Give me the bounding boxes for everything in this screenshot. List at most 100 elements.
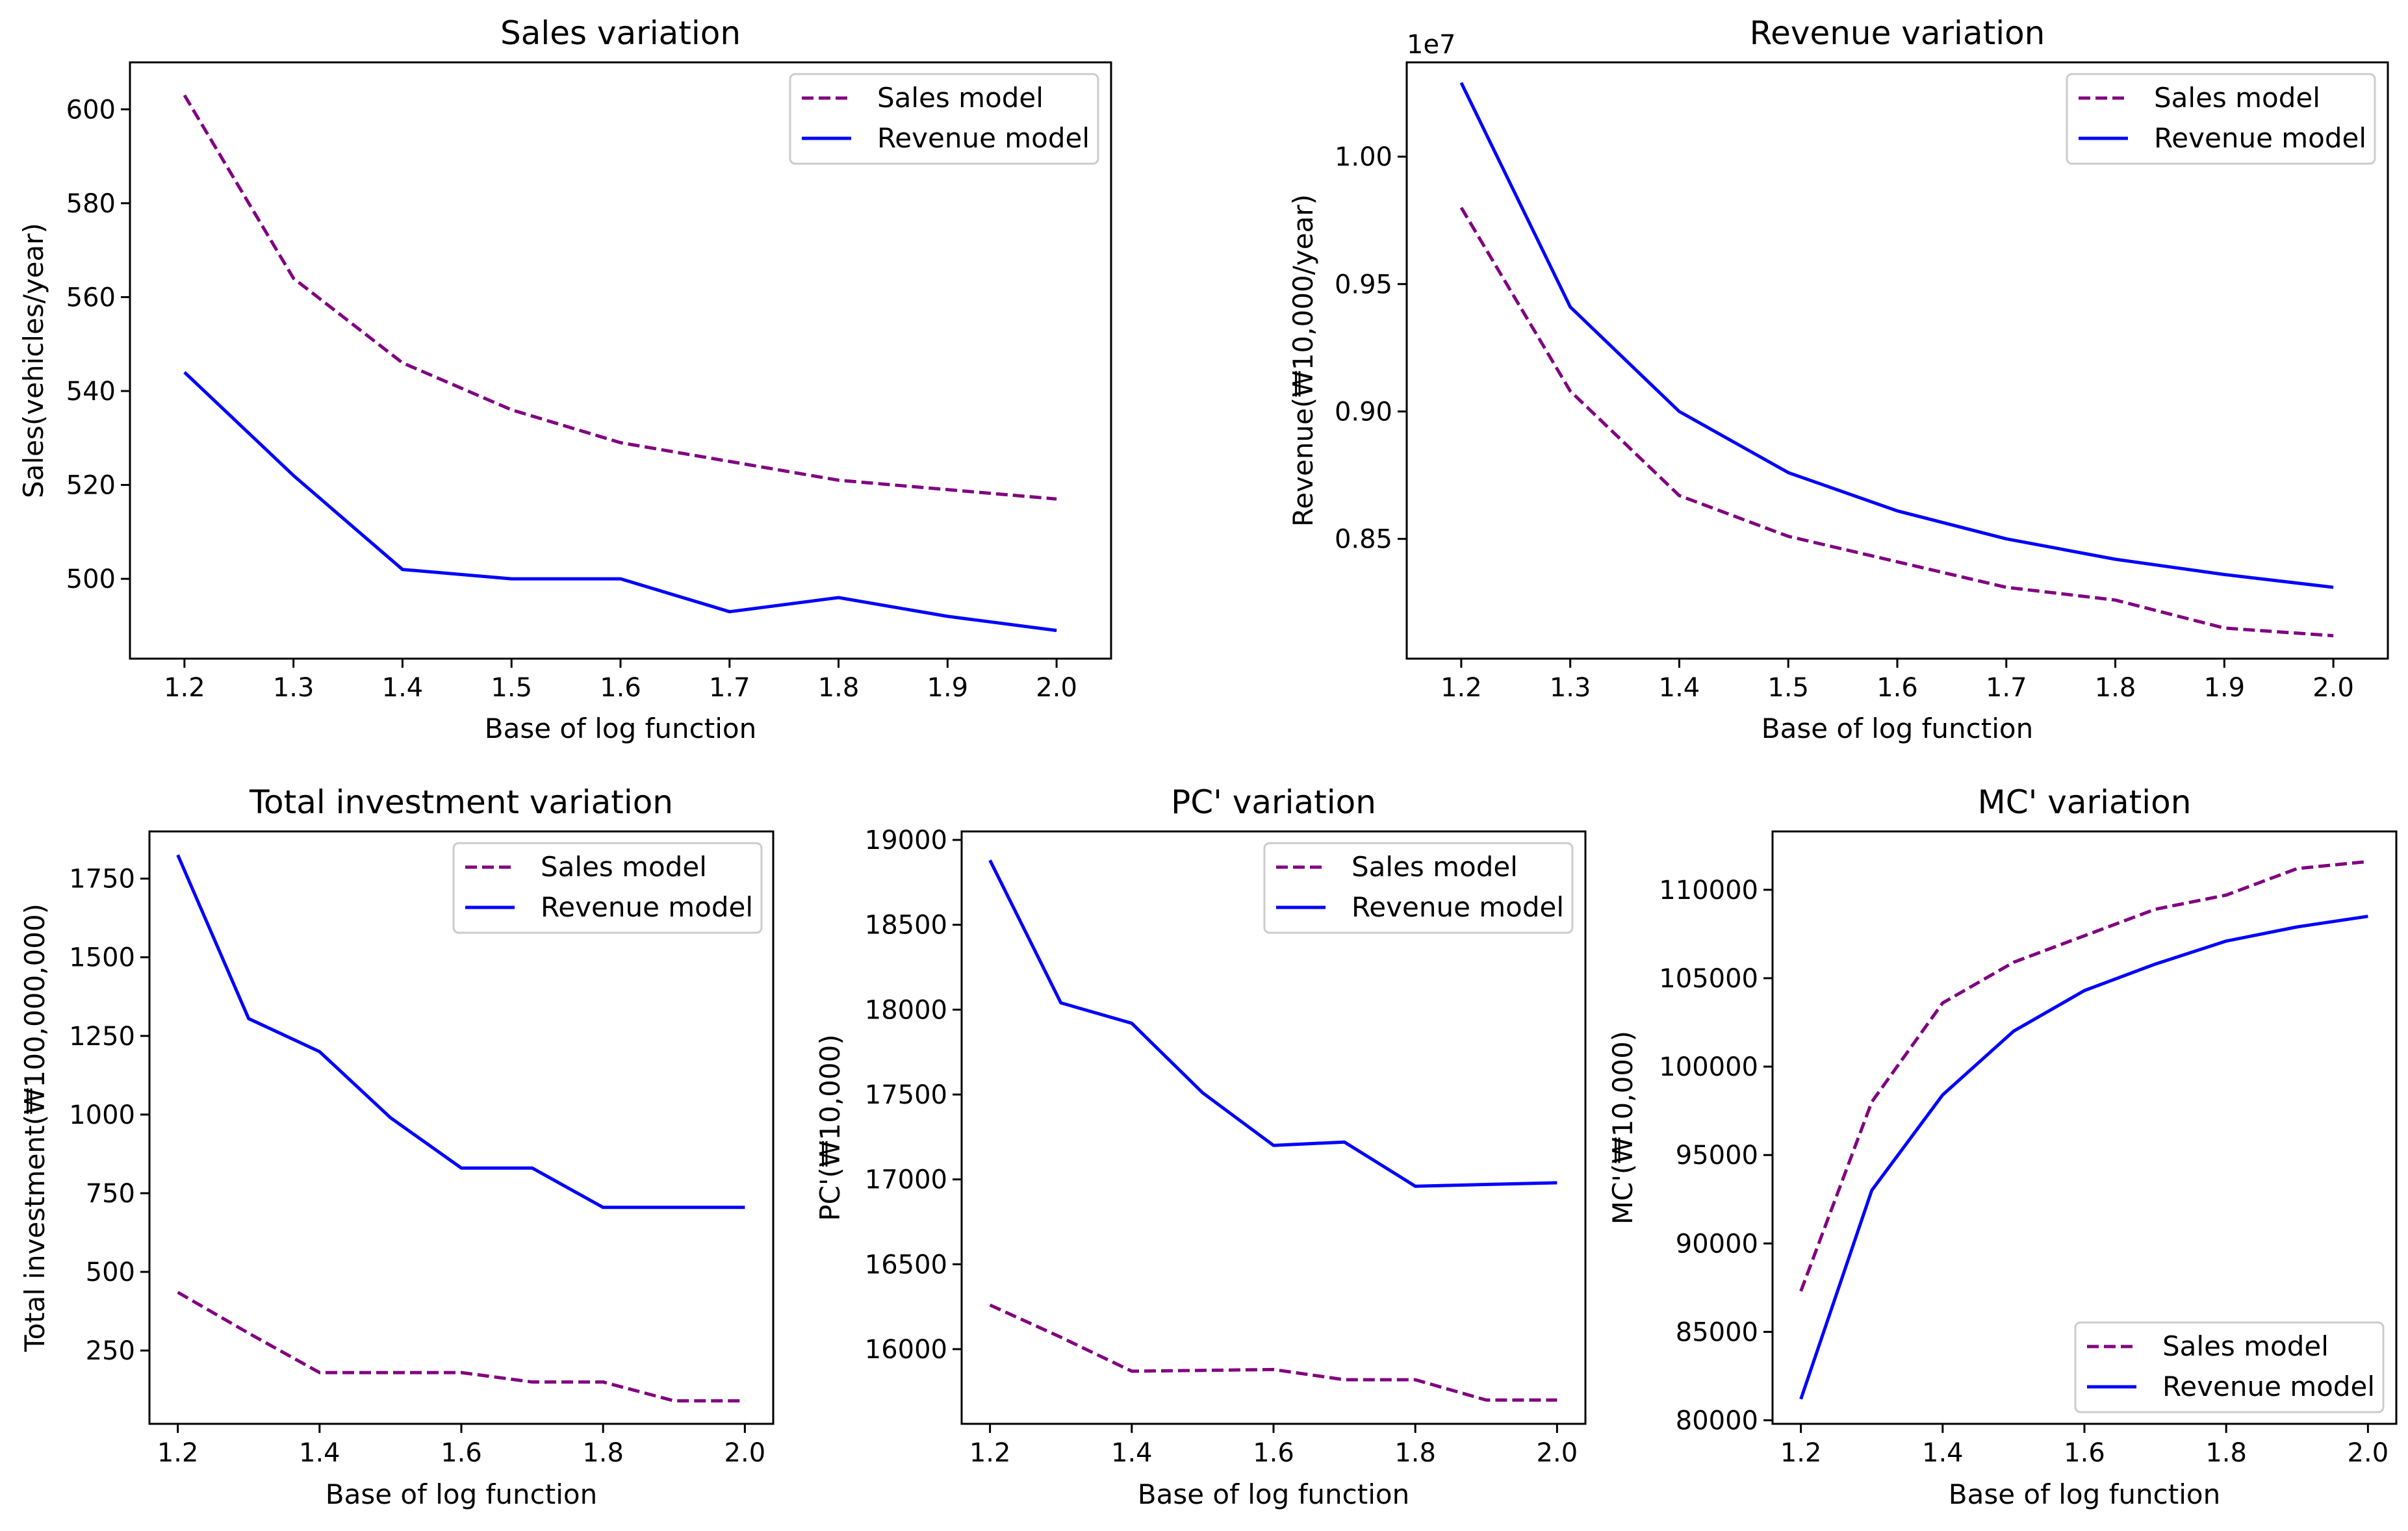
series-line-sales-model [183,94,1057,501]
chart-title: Total investment variation [249,783,673,821]
x-axis-label: Base of log function [1949,1478,2220,1510]
x-tick-label: 1.8 [2095,673,2136,703]
y-tick-label: 90000 [1676,1229,1758,1259]
series-line-revenue-model [1459,82,2334,589]
series-lines [183,94,1057,633]
legend: Sales model Revenue model [2066,73,2376,165]
y-axis-label: PC'(₩10,000) [814,1034,846,1221]
x-tick-label: 1.3 [1550,673,1591,703]
legend-box [789,73,1099,165]
x-axis-ticks: 1.2 1.4 1.6 1.8 2.0 [1780,1424,2389,1468]
chart-revenue-variation: Revenue variation Base of log function R… [1287,14,2389,744]
chart-sales-variation: Sales variation Base of log function Sal… [18,14,1112,744]
series-line-revenue-model [988,859,1557,1188]
y-tick-label: 18500 [865,911,947,941]
x-tick-label: 2.0 [724,1438,766,1468]
y-tick-label: 750 [86,1179,135,1209]
x-tick-label: 1.4 [299,1438,340,1468]
x-tick-label: 1.4 [382,673,424,703]
x-tick-label: 1.6 [1253,1438,1294,1468]
x-axis-ticks: 1.2 1.4 1.6 1.8 2.0 [157,1424,765,1468]
x-tick-label: 1.8 [582,1438,624,1468]
y-tick-label: 17500 [865,1080,947,1110]
y-tick-label: 0.95 [1335,270,1392,299]
series-lines [176,854,745,1403]
x-axis-ticks: 1.2 1.3 1.4 1.5 1.6 1.7 1.8 1.9 2.0 [164,659,1077,703]
y-tick-label: 500 [66,564,116,594]
chart-title: Sales variation [500,14,741,52]
chart-mc-variation: MC' variation Base of log function MC'(₩… [1607,783,2398,1510]
x-tick-label: 1.5 [491,673,532,703]
legend-revenue-model-label: Revenue model [2162,1371,2375,1402]
x-tick-label: 1.6 [1876,673,1918,703]
series-line-sales-model [1799,859,2368,1292]
legend-revenue-model-label: Revenue model [1351,891,1564,923]
y-tick-label: 95000 [1676,1141,1758,1170]
y-axis-label: Revenue(₩10,000/year) [1287,194,1319,527]
y-axis-ticks: 250 500 750 1000 1250 1500 1750 [69,865,149,1366]
y-tick-label: 500 [86,1258,135,1287]
chart-title: Revenue variation [1750,14,2045,52]
y-tick-label: 600 [66,95,116,125]
x-tick-label: 1.4 [1111,1438,1153,1468]
y-tick-label: 1.00 [1335,142,1392,172]
y-tick-label: 520 [66,471,116,501]
legend-revenue-model-label: Revenue model [541,891,753,923]
y-tick-label: 1250 [69,1022,135,1052]
x-tick-label: 2.0 [2348,1438,2389,1468]
legend: Sales model Revenue model [452,842,763,934]
y-tick-label: 560 [66,283,116,312]
x-tick-label: 1.8 [2205,1438,2247,1468]
x-tick-label: 1.2 [1780,1438,1822,1468]
x-tick-label: 1.9 [2204,673,2246,703]
legend-box [452,842,763,934]
series-line-sales-model [989,1303,1557,1402]
x-tick-label: 1.8 [1394,1438,1436,1468]
y-tick-label: 540 [66,377,116,407]
x-axis-ticks: 1.2 1.4 1.6 1.8 2.0 [969,1424,1578,1468]
x-tick-label: 1.9 [927,673,969,703]
chart-total-investment-variation: Total investment variation Base of log f… [19,783,775,1510]
x-tick-label: 1.5 [1767,673,1809,703]
legend-box [2066,73,2376,165]
legend-box [1263,842,1574,934]
y-tick-label: 110000 [1659,876,1758,905]
y-tick-label: 105000 [1659,964,1758,994]
legend-sales-model-label: Sales model [2162,1330,2329,1362]
x-tick-label: 1.6 [2064,1438,2105,1468]
y-axis-ticks: 80000 85000 90000 95000 100000 105000 110000 [1659,876,1773,1436]
x-tick-label: 1.2 [164,673,205,703]
y-tick-label: 580 [66,189,116,219]
x-tick-label: 2.0 [2312,673,2354,703]
series-line-sales-model [1459,207,2334,638]
y-axis-ticks: 16000 16500 17000 17500 18000 18500 19000 [865,826,962,1365]
series-lines [1799,859,2368,1400]
x-axis-ticks: 1.2 1.3 1.4 1.5 1.6 1.7 1.8 1.9 2.0 [1441,659,2354,703]
y-tick-label: 100000 [1659,1052,1758,1082]
series-lines [988,859,1557,1402]
y-tick-label: 18000 [865,995,947,1025]
y-axis-label: MC'(₩10,000) [1607,1031,1639,1224]
series-line-revenue-model [183,371,1057,633]
y-axis-offset-label: 1e7 [1407,30,1456,60]
legend-sales-model-label: Sales model [877,82,1044,114]
series-line-sales-model [177,1291,745,1403]
y-axis-label: Sales(vehicles/year) [18,223,49,498]
series-line-revenue-model [176,854,745,1209]
x-tick-label: 2.0 [1036,673,1077,703]
x-tick-label: 1.6 [600,673,641,703]
legend: Sales model Revenue model [1263,842,1574,934]
legend-box [2074,1321,2385,1413]
legend-revenue-model-label: Revenue model [877,122,1090,154]
y-tick-label: 1000 [69,1100,135,1130]
legend: Sales model Revenue model [789,73,1099,165]
chart-title: MC' variation [1978,783,2192,821]
x-tick-label: 1.3 [273,673,314,703]
y-tick-label: 250 [86,1336,135,1366]
y-tick-label: 80000 [1676,1406,1758,1436]
y-axis-ticks: 0.85 0.90 0.95 1.00 [1335,142,1407,555]
y-tick-label: 17000 [865,1165,947,1195]
x-tick-label: 1.2 [157,1438,199,1468]
